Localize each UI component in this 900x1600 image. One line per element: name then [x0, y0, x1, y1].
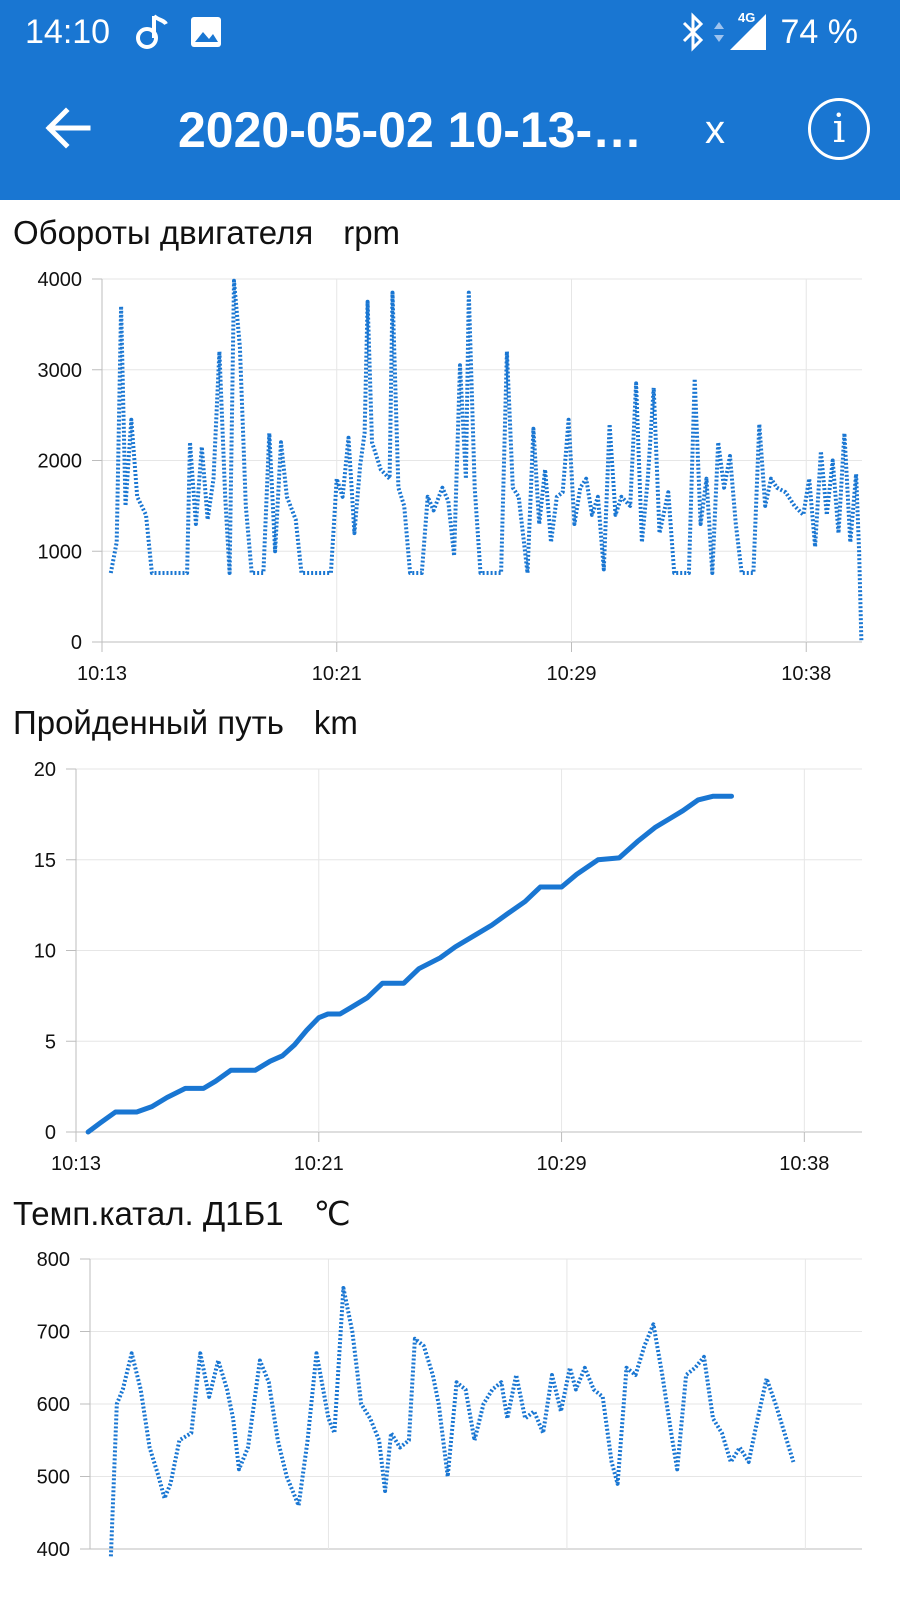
y-tick-label: 10: [34, 941, 56, 963]
battery-level: 74 %: [780, 12, 859, 51]
x-tick-label: 10:29: [546, 663, 596, 685]
y-tick-label: 20: [34, 759, 56, 781]
image-icon: [191, 17, 221, 47]
chart-unit: ℃: [313, 1195, 351, 1232]
chart-title-text: Обороты двигателя: [13, 214, 314, 251]
data-arrows-icon: [714, 22, 724, 42]
network-type: 4G: [738, 10, 756, 25]
series-line: [85, 793, 734, 1135]
chart-title-catalyst-temp: Темп.катал. Д1Б1 ℃: [13, 1194, 351, 1233]
y-tick-label: 400: [37, 1539, 70, 1561]
status-time: 14:10: [25, 12, 111, 51]
x-tick-label: 10:38: [781, 663, 831, 685]
x-tick-label: 10:38: [779, 1153, 829, 1175]
info-icon[interactable]: i: [808, 98, 870, 160]
y-tick-label: 500: [37, 1467, 70, 1489]
y-tick-label: 1000: [38, 541, 83, 563]
y-tick-label: 0: [71, 632, 82, 654]
back-arrow-icon[interactable]: [40, 98, 100, 158]
y-tick-label: 2000: [38, 451, 83, 473]
chart-title-text: Пройденный путь: [13, 704, 284, 741]
y-tick-label: 4000: [38, 269, 83, 291]
close-button[interactable]: x: [705, 108, 725, 152]
y-tick-label: 5: [45, 1031, 56, 1053]
distance-chart: 0 5 10 15 20 10:13 10:21 10:29 10:38: [34, 759, 862, 1175]
rpm-chart: 0 1000 2000 3000 4000 10:13 10:21 10:29 10:38: [38, 269, 864, 685]
series-line: [108, 278, 864, 643]
bluetooth-icon: [682, 12, 704, 52]
page-title: 2020-05-02 10-13-…: [178, 102, 643, 158]
app-bar: 14:10 4G 74 % 2020-05-02 10-13-… x i: [0, 0, 900, 200]
y-tick-label: 700: [37, 1322, 70, 1344]
y-tick-label: 600: [37, 1394, 70, 1416]
x-tick-label: 10:29: [537, 1153, 587, 1175]
music-note-icon: [136, 14, 168, 49]
series-line: [108, 1286, 796, 1557]
y-tick-label: 15: [34, 850, 56, 872]
x-tick-label: 10:13: [51, 1153, 101, 1175]
signal-icon: [730, 14, 766, 50]
chart-title-text: Темп.катал. Д1Б1: [13, 1195, 284, 1232]
catalyst-temp-chart: 400 500 600 700 800: [37, 1249, 862, 1561]
chart-unit: rpm: [343, 214, 401, 251]
x-tick-label: 10:21: [294, 1153, 344, 1175]
y-tick-label: 0: [45, 1122, 56, 1144]
y-tick-label: 3000: [38, 360, 83, 382]
chart-unit: km: [313, 704, 358, 741]
chart-title-distance: Пройденный путь km: [13, 704, 358, 742]
chart-title-rpm: Обороты двигателя rpm: [13, 214, 400, 252]
x-tick-label: 10:13: [77, 663, 127, 685]
y-tick-label: 800: [37, 1249, 70, 1271]
x-tick-label: 10:21: [312, 663, 362, 685]
